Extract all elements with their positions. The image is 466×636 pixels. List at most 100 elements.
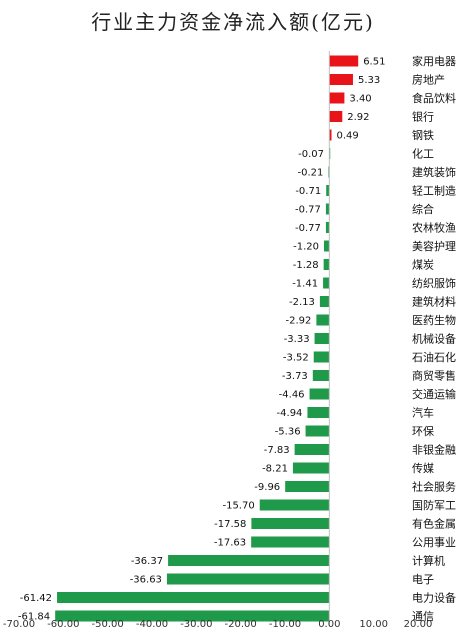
data-label: -8.21 <box>262 464 288 475</box>
data-label: -7.83 <box>264 445 290 456</box>
x-tick-label: -40.00 <box>136 619 168 630</box>
bar <box>55 610 330 622</box>
data-label: 3.40 <box>349 94 371 105</box>
bar <box>168 555 330 566</box>
category-label: 纺织服饰 <box>412 276 456 290</box>
bar <box>316 314 330 326</box>
category-label: 钢铁 <box>412 129 434 142</box>
data-label: -3.73 <box>282 371 308 382</box>
category-label: 银行 <box>412 110 434 124</box>
bar <box>294 444 330 455</box>
bar <box>324 240 330 252</box>
category-label: 化工 <box>412 147 434 161</box>
bar <box>323 259 330 270</box>
data-label: -17.63 <box>214 538 246 549</box>
data-label: -1.41 <box>292 279 318 290</box>
data-label: -36.37 <box>131 556 163 567</box>
data-label: -5.36 <box>275 427 301 438</box>
category-label: 石油石化 <box>412 350 456 364</box>
bar <box>323 277 330 289</box>
bar <box>319 296 330 307</box>
bar <box>307 407 330 418</box>
category-label: 传媒 <box>412 462 434 475</box>
x-tick-label: 20.00 <box>404 619 433 630</box>
data-label: -9.96 <box>254 482 280 493</box>
bar <box>259 499 330 511</box>
data-label: 5.33 <box>358 75 380 86</box>
x-tick-label: -30.00 <box>180 619 212 630</box>
data-label: -2.13 <box>289 297 315 308</box>
x-tick-label: -10.00 <box>269 619 301 630</box>
data-label: -0.07 <box>298 149 324 160</box>
data-label: -1.28 <box>293 260 319 271</box>
bar <box>57 592 330 603</box>
category-label: 家用电器 <box>412 54 456 68</box>
bar <box>329 92 345 104</box>
data-label: -0.71 <box>295 186 321 197</box>
category-label: 汽车 <box>412 406 434 420</box>
data-label: 2.92 <box>347 112 369 123</box>
category-label: 煤炭 <box>412 259 434 272</box>
bar <box>325 222 330 233</box>
data-label: -61.42 <box>20 593 52 604</box>
bar <box>292 462 330 474</box>
bar <box>329 55 359 67</box>
data-label: -0.77 <box>295 223 321 234</box>
bar <box>312 370 330 381</box>
category-label: 农林牧渔 <box>412 221 456 235</box>
data-label: -17.58 <box>214 519 246 530</box>
x-tick-label: 0.00 <box>318 619 340 630</box>
data-label: -1.20 <box>293 242 319 253</box>
category-label: 计算机 <box>412 554 445 568</box>
category-label: 电子 <box>412 573 434 586</box>
bar <box>329 111 343 122</box>
x-tick-label: -60.00 <box>47 619 79 630</box>
category-label: 国防军工 <box>412 498 456 512</box>
category-label: 房地产 <box>412 73 445 87</box>
category-label: 公用事业 <box>412 536 456 549</box>
x-tick-label: -20.00 <box>225 619 257 630</box>
data-label: -36.63 <box>130 575 162 586</box>
category-label: 商贸零售 <box>412 369 456 383</box>
bar <box>285 481 330 492</box>
x-tick-label: -50.00 <box>92 619 124 630</box>
category-label: 电力设备 <box>412 591 456 605</box>
data-label: 6.51 <box>363 57 385 68</box>
category-label: 社会服务 <box>412 480 456 494</box>
bar <box>313 351 330 363</box>
bar <box>251 536 330 548</box>
data-label: -4.46 <box>279 390 305 401</box>
bar <box>309 388 330 400</box>
category-label: 环保 <box>412 424 434 438</box>
category-label: 通信 <box>412 610 434 623</box>
data-label: -3.52 <box>283 353 309 364</box>
bar <box>314 333 330 344</box>
bar <box>326 185 330 196</box>
bar <box>329 74 353 85</box>
category-label: 美容护理 <box>412 239 456 253</box>
bar <box>305 425 330 437</box>
x-tick-label: -70.00 <box>3 619 35 630</box>
category-label: 轻工制造 <box>412 184 456 198</box>
data-label: -15.70 <box>222 501 254 512</box>
data-label: -0.21 <box>298 168 324 179</box>
data-label: 0.49 <box>337 131 359 142</box>
category-label: 建筑装饰 <box>412 165 456 179</box>
bar <box>251 518 330 529</box>
category-label: 食品饮料 <box>412 91 456 105</box>
data-label: -3.33 <box>284 334 310 345</box>
data-label: -4.94 <box>277 408 303 419</box>
category-label: 有色金属 <box>412 517 456 531</box>
category-label: 非银金融 <box>412 443 456 457</box>
data-label: -0.77 <box>295 205 321 216</box>
x-tick-label: 10.00 <box>359 619 388 630</box>
chart-title: 行业主力资金净流入额(亿元) <box>91 10 375 34</box>
data-label: -2.92 <box>286 316 312 327</box>
category-label: 机械设备 <box>412 332 456 346</box>
bar <box>325 203 330 215</box>
bar <box>166 573 330 585</box>
data-label: -61.84 <box>18 612 50 623</box>
category-label: 医药生物 <box>412 313 456 327</box>
category-label: 交通运输 <box>412 387 456 401</box>
